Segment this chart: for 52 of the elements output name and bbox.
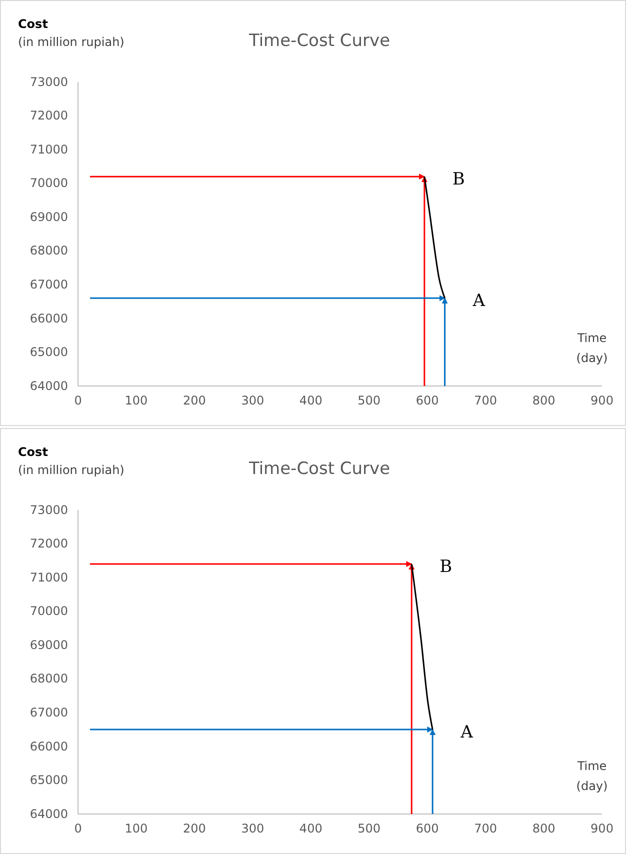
x-tick-label: 200 — [182, 822, 206, 836]
x-tick-label: 100 — [124, 394, 148, 408]
y-tick-label: 70000 — [30, 176, 68, 190]
x-tick-label: 400 — [299, 394, 322, 408]
annotation: A — [460, 722, 474, 743]
y-tick-label: 71000 — [30, 142, 68, 156]
y-tick-label: 65000 — [30, 773, 68, 788]
y-tick-label: 67000 — [30, 278, 68, 292]
y-tick-label: 70000 — [30, 604, 68, 618]
y-tick-label: 68000 — [30, 672, 68, 686]
y-tick-label: 68000 — [30, 244, 68, 258]
x-axis-title: Time (day) — [576, 759, 608, 793]
y-tick-label: 69000 — [30, 638, 68, 652]
y-tick-label: 66000 — [30, 311, 68, 326]
y-axis-title: Cost (in million rupiah) — [18, 445, 124, 477]
y-tick-label: 65000 — [30, 345, 68, 360]
line-series — [410, 563, 434, 730]
x-tick-label: 700 — [474, 822, 498, 836]
annotation: B — [452, 170, 465, 190]
x-tick-label: 0 — [74, 822, 82, 836]
chart-title: Time-Cost Curve — [248, 31, 390, 51]
y-tick-label: 66000 — [30, 739, 68, 754]
y-tick-label: 69000 — [30, 210, 68, 224]
x-tick-label: 900 — [590, 394, 614, 408]
y-axis-title: Cost (in million rupiah) — [18, 17, 124, 49]
x-tick-label: 0 — [74, 394, 82, 408]
x-tick-label: 500 — [358, 394, 381, 408]
x-tick-label: 300 — [241, 394, 264, 408]
x-tick-label: 500 — [358, 822, 381, 836]
x-tick-label: 600 — [416, 822, 439, 836]
y-tick-label: 73000 — [30, 74, 68, 89]
y-tick-label: 73000 — [30, 502, 68, 517]
x-tick-label: 400 — [299, 822, 322, 836]
x-tick-label: 200 — [182, 394, 206, 408]
annotation: B — [440, 557, 452, 578]
x-tick-label: 800 — [532, 394, 556, 408]
x-tick-label: 600 — [416, 394, 439, 408]
x-tick-label: 900 — [590, 822, 614, 836]
y-tick-label: 72000 — [30, 108, 68, 123]
y-tick-label: 67000 — [30, 706, 68, 720]
x-tick-label: 100 — [124, 822, 148, 836]
chart-title: Time-Cost Curve — [248, 459, 390, 479]
y-tick-label: 64000 — [30, 378, 68, 393]
line-series — [424, 176, 446, 299]
x-tick-label: 700 — [474, 394, 498, 408]
y-tick-label: 72000 — [30, 536, 68, 551]
x-tick-label: 300 — [241, 822, 264, 836]
x-axis-title: Time (day) — [576, 331, 608, 365]
y-tick-label: 64000 — [30, 806, 68, 821]
annotation: A — [472, 291, 486, 312]
x-tick-label: 800 — [532, 822, 556, 836]
y-tick-label: 71000 — [30, 570, 68, 584]
